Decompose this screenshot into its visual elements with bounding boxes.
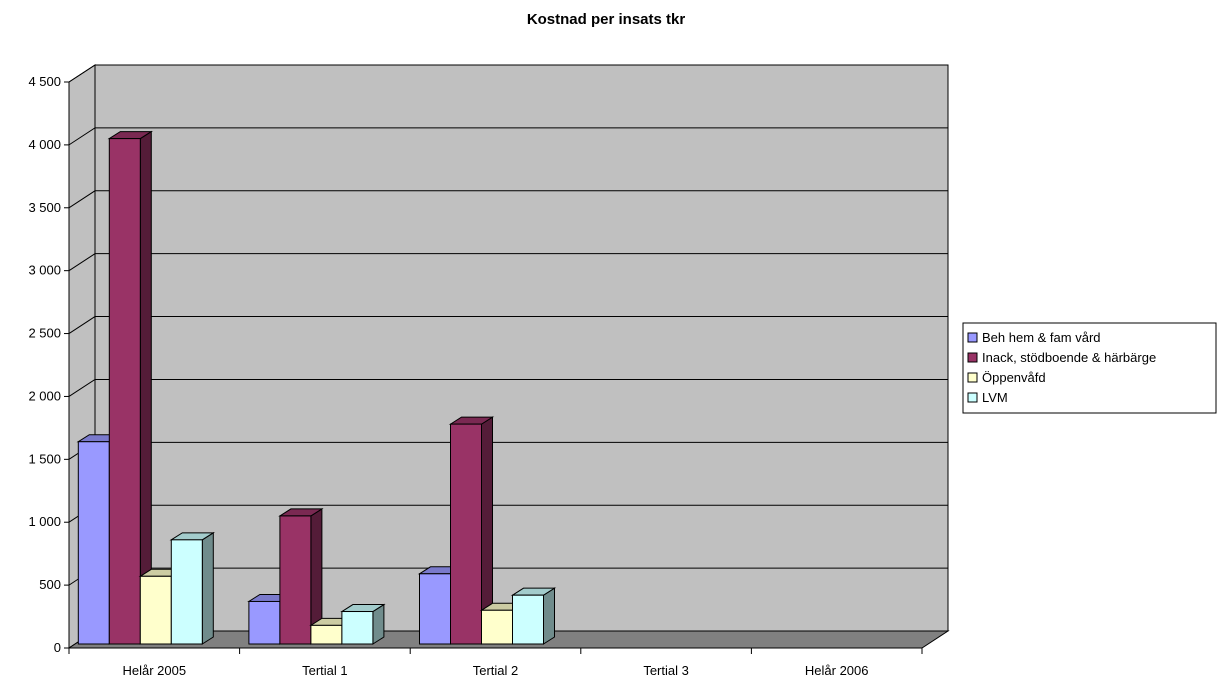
y-tick-label: 1 500: [28, 451, 61, 466]
bar: [278, 508, 324, 645]
bar-front: [108, 138, 141, 645]
legend-label: LVM: [982, 390, 1008, 405]
bar-side: [543, 587, 555, 645]
y-tick-label: 3 500: [28, 200, 61, 215]
legend-label: Beh hem & fam vård: [982, 330, 1101, 345]
gridline: [68, 253, 948, 272]
y-tick-label: 4 000: [28, 137, 61, 152]
bar-front: [170, 539, 203, 645]
bar: [510, 587, 557, 645]
bar: [340, 603, 386, 645]
chart-title: Kostnad per insats tkr: [527, 11, 686, 28]
bar-side: [201, 531, 214, 645]
gridline: [68, 64, 948, 83]
plot-area: 0 500 1 000 1 500 2 000 2 500 3 000 3 500 4 000 4…: [28, 64, 950, 678]
y-tick-label: 3 000: [28, 263, 61, 278]
bar-front: [341, 611, 374, 645]
bar-side: [139, 130, 152, 645]
x-tick-label: Tertial 3: [643, 663, 689, 678]
x-tick-label: Helår 2006: [805, 663, 869, 678]
legend-label: Inack, stödboende & härbärge: [982, 350, 1156, 365]
gridline: [68, 127, 948, 146]
legend-box: [962, 322, 1217, 414]
x-tick-label: Helår 2005: [122, 663, 186, 678]
y-tick-label: 2 500: [28, 326, 61, 341]
y-tick-label: 500: [39, 577, 61, 592]
bar-front: [450, 423, 482, 645]
bar-front: [481, 609, 513, 645]
bar-front: [139, 575, 172, 645]
bar: [448, 416, 495, 645]
gridline: [68, 190, 948, 209]
y-tick-label: 0: [54, 640, 61, 655]
bar-front: [310, 624, 343, 645]
x-tick-label: Tertial 2: [473, 663, 519, 678]
legend: Beh hem & fam vård Inack, stödboende & hä…: [962, 322, 1217, 414]
bar-front: [512, 594, 544, 645]
legend-swatch: [967, 392, 978, 403]
bar-front: [279, 515, 312, 645]
bar-front: [248, 600, 281, 645]
gridline: [68, 316, 948, 334]
legend-swatch: [967, 332, 978, 343]
bar-front: [419, 573, 451, 645]
y-tick-label: 1 000: [28, 514, 61, 529]
gridline: [68, 378, 948, 397]
bar-front: [77, 441, 110, 645]
back-wall: [94, 64, 949, 632]
y-tick-label: 2 000: [28, 388, 61, 403]
bar: [107, 130, 154, 645]
legend-swatch: [967, 372, 978, 383]
y-tick-label: 4 500: [28, 74, 61, 89]
legend-label: Öppenvåfd: [982, 370, 1046, 385]
legend-swatch: [967, 352, 978, 363]
x-tick-label: Tertial 1: [302, 663, 348, 678]
bar: [169, 531, 216, 645]
